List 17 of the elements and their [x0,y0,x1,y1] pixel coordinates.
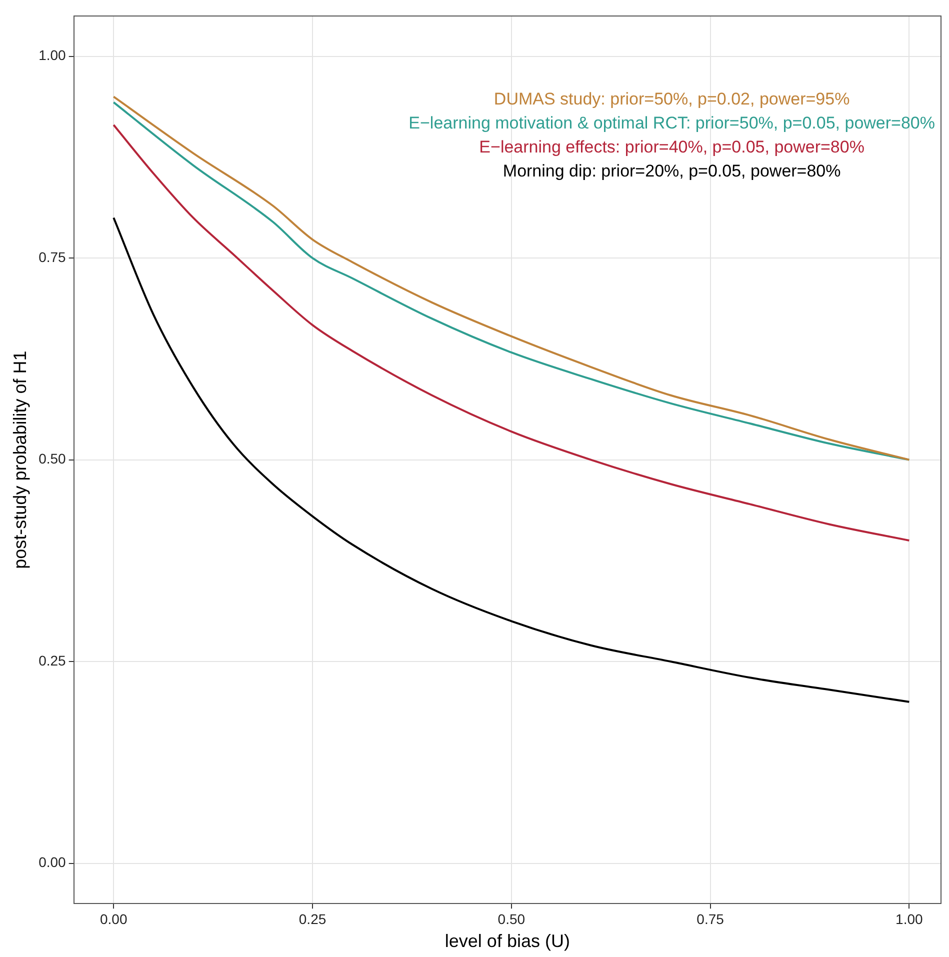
x-tick-label: 0.00 [100,910,128,927]
text: Morning dip: prior=20%, p=0.05, power=80% [502,162,841,181]
y-axis-title: post-study probability of H1 [10,350,30,569]
text: E−learning effects: prior=40%, p=0.05, power=80% [479,138,864,157]
y-tick-label: 1.00 [38,47,66,64]
x-tick-label: 0.75 [696,910,724,927]
y-tick-label: 0.25 [38,652,66,668]
y-tick-label: 0.00 [38,854,66,870]
text: DUMAS study: prior=50%, p=0.02, power=95% [494,90,850,109]
line-series [112,216,910,703]
x-tick-label: 0.50 [498,910,526,927]
y-tick-label: 0.75 [38,248,66,265]
y-tick-label: 0.50 [38,450,66,467]
x-tick-label: 0.25 [298,910,326,927]
text: E−learning motivation & optimal RCT: prior=50%, p=0.05, power=80% [408,114,936,133]
x-tick-label: 1.00 [896,910,924,927]
x-axis-title: level of bias (U) [444,931,570,952]
